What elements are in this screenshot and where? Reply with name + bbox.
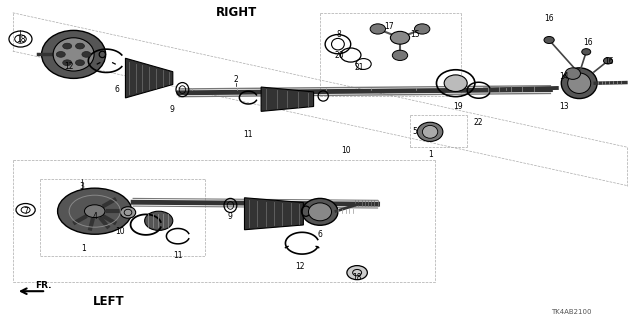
Text: 15: 15	[410, 30, 420, 39]
Text: 2: 2	[233, 75, 238, 84]
Text: 16: 16	[544, 14, 554, 23]
Text: 10: 10	[340, 146, 351, 155]
Text: 16: 16	[582, 38, 593, 47]
Text: 1: 1	[81, 244, 86, 253]
Text: 7: 7	[23, 207, 28, 216]
Ellipse shape	[53, 38, 94, 71]
Text: 21: 21	[355, 63, 364, 72]
Text: 18: 18	[16, 35, 25, 44]
Text: RIGHT: RIGHT	[216, 6, 257, 19]
Polygon shape	[261, 87, 314, 111]
Ellipse shape	[302, 198, 338, 225]
Text: 12: 12	[295, 262, 304, 271]
Text: 12: 12	[64, 62, 73, 71]
Text: 17: 17	[384, 22, 394, 31]
Text: 9: 9	[228, 212, 233, 221]
Text: LEFT: LEFT	[93, 295, 125, 308]
Text: 19: 19	[452, 102, 463, 111]
Ellipse shape	[82, 52, 91, 57]
Ellipse shape	[76, 60, 84, 66]
Ellipse shape	[308, 203, 332, 221]
Text: 4: 4	[92, 212, 97, 221]
Ellipse shape	[145, 211, 173, 230]
Ellipse shape	[417, 122, 443, 141]
Ellipse shape	[392, 50, 408, 60]
Text: 5: 5	[412, 127, 417, 136]
Polygon shape	[244, 198, 303, 230]
Ellipse shape	[390, 31, 410, 44]
Ellipse shape	[604, 58, 612, 64]
Ellipse shape	[565, 68, 580, 79]
Ellipse shape	[84, 205, 105, 218]
Text: 16: 16	[604, 57, 614, 66]
Text: 13: 13	[559, 102, 570, 111]
Text: 6: 6	[114, 85, 119, 94]
Text: 18: 18	[353, 273, 362, 282]
Text: TK4AB2100: TK4AB2100	[550, 309, 591, 315]
Text: 9: 9	[169, 105, 174, 114]
Ellipse shape	[422, 125, 438, 138]
Ellipse shape	[76, 43, 84, 49]
Ellipse shape	[561, 68, 597, 99]
Ellipse shape	[444, 75, 467, 92]
Ellipse shape	[347, 266, 367, 280]
Ellipse shape	[544, 36, 554, 44]
Text: 11: 11	[173, 252, 182, 260]
Polygon shape	[125, 58, 173, 98]
Text: 8: 8	[337, 30, 342, 39]
Text: 20: 20	[334, 51, 344, 60]
Ellipse shape	[370, 24, 385, 34]
Ellipse shape	[58, 188, 132, 234]
Text: 22: 22	[474, 118, 483, 127]
Text: 14: 14	[559, 72, 570, 81]
Ellipse shape	[582, 49, 591, 55]
Text: 6: 6	[317, 230, 323, 239]
Ellipse shape	[63, 60, 72, 66]
Ellipse shape	[56, 52, 65, 57]
Ellipse shape	[120, 207, 136, 218]
Ellipse shape	[415, 24, 430, 34]
Text: 1: 1	[428, 150, 433, 159]
Ellipse shape	[42, 30, 106, 78]
Text: 10: 10	[115, 227, 125, 236]
Text: 3: 3	[79, 182, 84, 191]
Ellipse shape	[568, 73, 591, 93]
Text: FR.: FR.	[35, 281, 52, 290]
Ellipse shape	[63, 43, 72, 49]
Text: 11: 11	[244, 130, 253, 139]
